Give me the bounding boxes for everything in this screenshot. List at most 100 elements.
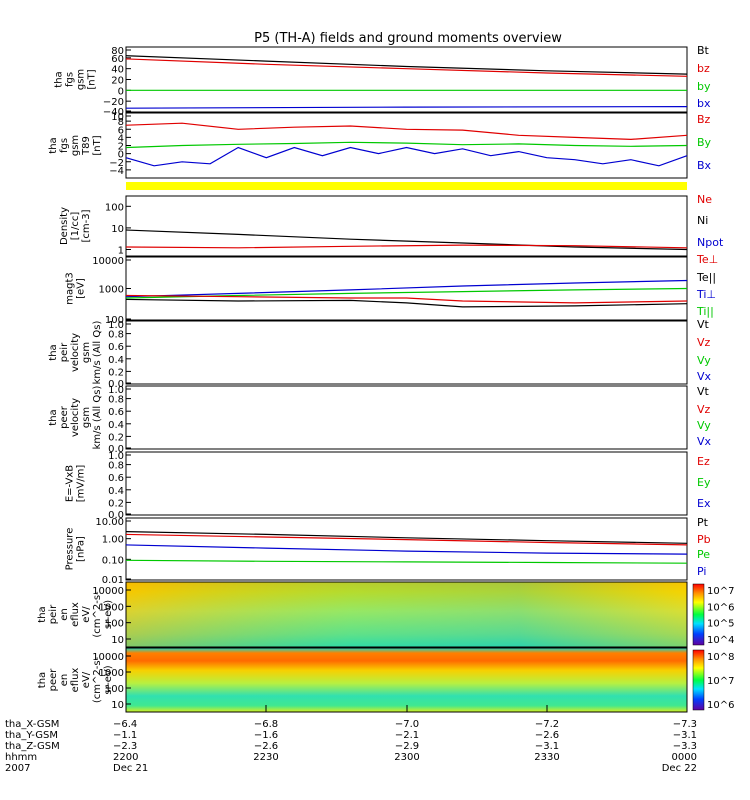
y-tick-label: 0.4 [108,486,124,497]
series-line-red [125,58,688,77]
x-axis-value: 2300 [394,752,419,763]
y-axis-label: tha [48,409,59,425]
y-axis-label: tha [54,71,65,87]
y-tick-label: 0.6 [108,473,124,484]
series-line-blue [125,146,688,167]
x-axis-value: −7.0 [395,719,419,730]
y-axis-label: gsm [81,407,92,428]
y-tick-label: 10000 [92,652,124,663]
x-axis-value: −2.6 [535,730,559,741]
series-line-blue [125,279,688,298]
legend-entry: Ez [697,455,710,468]
y-tick-label: −20 [103,97,124,108]
y-axis-label: peer [48,668,59,692]
legend-entry: Vx [697,435,712,448]
series-line-blue [125,544,688,555]
panel-frame [125,385,688,450]
y-tick-label: 1.0 [108,451,124,462]
panel-8: 10^7 10^6 10^5 10^4 10000 1000 100 10 tha peir en e… [37,581,734,648]
legend-entry: Vy [697,419,711,432]
x-axis-value: −7.2 [535,719,559,730]
legend-entry: Bz [697,113,711,126]
y-tick-label: 1.0 [108,385,124,396]
colorbar-label: 10^6 [707,602,734,613]
series-line-green [125,559,688,564]
y-axis-label: tha [37,672,48,688]
series-line-red [125,122,688,141]
figure-title: P5 (TH-A) fields and ground moments over… [254,31,562,46]
legend-entry: Vt [697,318,710,331]
x-axis-value: 2230 [253,752,278,763]
y-tick-label: 10 [111,635,124,646]
y-axis-label: [1/cc] [70,212,81,241]
y-axis-label: tha [48,344,59,360]
y-axis-label: tha [48,137,59,153]
y-tick-label: 100 [105,202,124,213]
legend-entry: Te|| [696,271,716,284]
y-tick-label: 0.0 [108,444,124,455]
y-axis-label: Pressure [65,528,76,571]
x-axis-value: −3.1 [535,741,559,752]
series-line-blue [125,105,688,109]
x-axis-value: −2.6 [254,741,278,752]
y-axis-label: velocity [70,333,81,372]
series-line-red [125,533,688,546]
legend-entry: Vx [697,370,712,383]
y-axis-label: tha [37,606,48,622]
series-line-black [125,531,688,544]
legend-entry: Pb [697,533,711,546]
legend-entry: Ti|| [696,305,714,318]
colorbar-label: 10^7 [707,586,734,597]
legend-entry: Bt [697,44,710,57]
legend-entry: By [697,136,712,149]
y-tick-label: 0 [118,150,124,161]
y-tick-label: 0.8 [108,395,124,406]
series-line-black [125,298,688,308]
y-axis-label: km/s (All Qs) [92,321,103,385]
y-axis-label: km/s (All Qs) [92,386,103,450]
x-axis-row-label: tha_Z-GSM [5,741,60,752]
colorbar-label: 10^7 [707,676,734,687]
y-axis-label: en [59,608,70,621]
y-tick-label: 6 [118,125,124,136]
colorbar [692,583,705,646]
y-tick-label: 4 [118,133,124,144]
panel-frame [125,195,688,257]
panel-3: 10000 1000 100 magt3 [eV] Te⊥ Te|| Ti⊥ Ti|| [65,253,719,326]
legend-entry: Pt [697,516,709,529]
x-axis-value: 2330 [534,752,559,763]
y-axis-label: (cm^2-s- [92,591,103,638]
y-axis-label: peir [48,604,59,624]
legend-entry: Vz [697,336,711,349]
y-tick-label: 0.2 [108,367,124,378]
y-tick-label: 0.6 [108,342,124,353]
colorbar-label: 10^6 [707,700,734,711]
y-axis-label: [mV/m] [76,465,87,503]
y-tick-label: 10000 [92,256,124,267]
y-axis-label: en [59,674,70,687]
y-tick-label: 2 [118,142,124,153]
y-axis-label: [nPa] [76,536,87,562]
y-tick-label: −2 [109,158,124,169]
y-tick-label: 0.2 [108,498,124,509]
legend-entry: Bx [697,159,712,172]
panel-frame [125,451,688,516]
y-tick-label: 0.8 [108,330,124,341]
y-tick-label: 8 [118,117,124,128]
y-axis-label: eflux [70,602,81,627]
panel-frame [125,46,688,113]
y-tick-label: 40 [111,65,124,76]
panel-5: 1.00.80.6 0.40.20.0 tha peer velocity gsm km/s… [48,385,712,455]
x-axis-value: −2.3 [113,741,137,752]
y-axis-label: gsm [70,135,81,156]
x-axis-value: −2.1 [395,730,419,741]
y-axis-label: sr-eV) [103,665,114,694]
y-axis-label: [eV] [76,278,87,299]
spectrogram-overlay [126,582,687,647]
series-line-red [125,294,688,304]
x-axis-group: tha_X-GSM −6.4 −6.8 −7.0 −7.2 −7.3 tha_Y-GSM −1… [5,705,697,774]
y-tick-label: 10 [111,224,124,235]
y-tick-label: 0 [118,86,124,97]
